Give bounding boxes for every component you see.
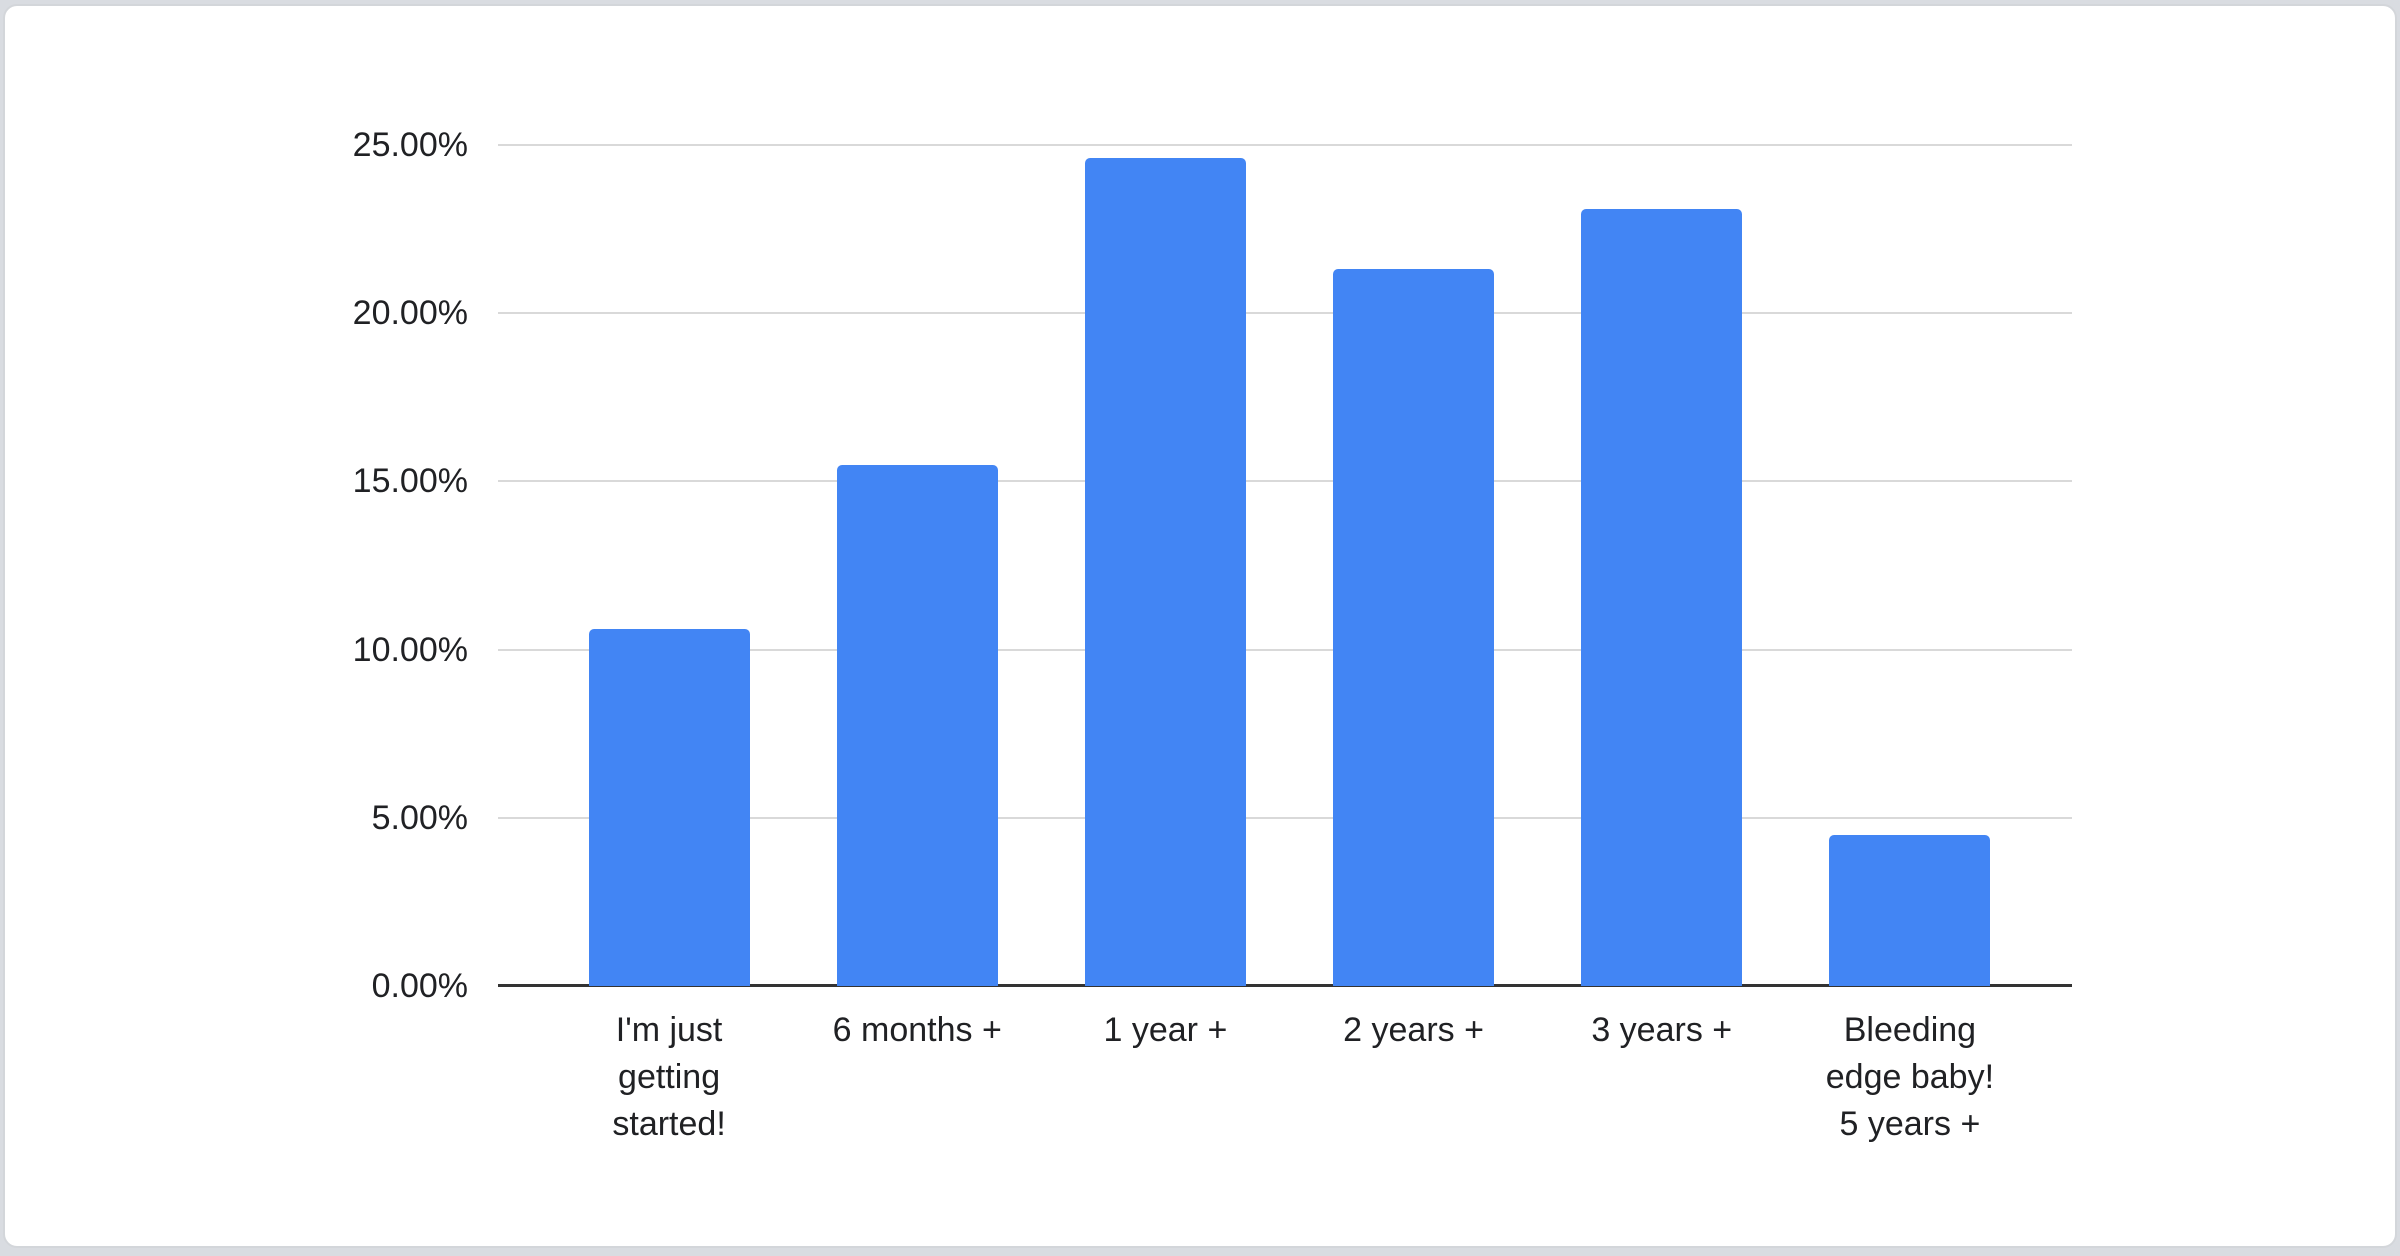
y-tick-label: 20.00% — [352, 294, 468, 333]
gridline — [498, 312, 2072, 315]
y-tick-label: 15.00% — [352, 462, 468, 501]
bar-2[interactable] — [836, 464, 998, 986]
x-category-label: Bleeding edge baby! 5 years + — [1825, 1011, 1995, 1143]
x-category-label: 3 years + — [1591, 1011, 1733, 1049]
gridline — [498, 648, 2072, 651]
gridline — [498, 144, 2072, 146]
bar-4[interactable] — [1333, 269, 1495, 986]
x-axis-line — [498, 984, 2072, 987]
chart-card: 0.00% 5.00% 10.00% 15.00% 20.00% 25.00% I'm j… — [3, 4, 2397, 1248]
bar-5[interactable] — [1581, 208, 1743, 986]
gridline — [498, 480, 2072, 483]
x-category-label: 2 years + — [1343, 1011, 1484, 1049]
bar-3[interactable] — [1084, 158, 1246, 986]
x-category-label: 1 year + — [1103, 1011, 1228, 1049]
y-tick-label: 25.00% — [352, 126, 468, 164]
y-tick-label: 5.00% — [371, 798, 468, 837]
bar-1[interactable] — [588, 629, 750, 986]
x-category-label: I'm just getting started! — [612, 1011, 726, 1143]
plot-area — [498, 144, 2072, 987]
y-tick-label: 10.00% — [352, 630, 468, 669]
x-category-label: 6 months + — [832, 1011, 1002, 1049]
bar-6[interactable] — [1829, 834, 1991, 986]
y-tick-label: 0.00% — [371, 967, 468, 1005]
gridline — [498, 816, 2072, 819]
